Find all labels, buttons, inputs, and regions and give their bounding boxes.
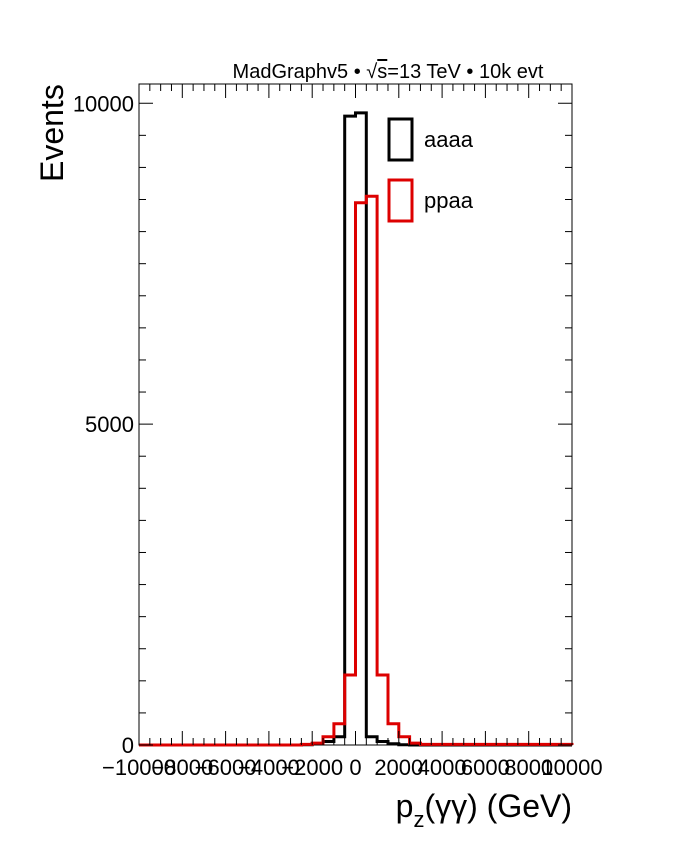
x-tick-label: 0 — [349, 755, 361, 780]
series-ppaa-histogram — [139, 194, 574, 747]
x-tick-label: −2000 — [281, 755, 343, 780]
x-tick-label: 6000 — [461, 755, 510, 780]
legend: aaaa ppaa — [387, 117, 474, 223]
x-tick-label: −8000 — [151, 755, 213, 780]
x-tick-label: −4000 — [238, 755, 300, 780]
x-tick-label: −6000 — [195, 755, 257, 780]
x-tick-label: 4000 — [418, 755, 467, 780]
legend-swatch-ppaa — [387, 178, 414, 223]
x-axis-label: pz(γγ) (GeV) — [396, 788, 572, 832]
legend-label-aaaa: aaaa — [424, 127, 474, 152]
legend-label-ppaa: ppaa — [424, 188, 474, 213]
axis-labels-layer: MadGraphv5 • √s=13 TeV • 10k evt Events … — [34, 61, 572, 832]
x-tick-label: 10000 — [541, 755, 602, 780]
chart-title: MadGraphv5 • √s=13 TeV • 10k evt — [233, 61, 544, 83]
y-axis-label: Events — [34, 84, 70, 182]
histogram-layer — [139, 111, 574, 747]
y-tick-label: 0 — [122, 733, 134, 758]
x-tick-label: 2000 — [374, 755, 423, 780]
x-tick-label: −10000 — [102, 755, 176, 780]
x-tick-label: 8000 — [504, 755, 553, 780]
legend-swatch-aaaa — [387, 117, 414, 162]
y-tick-label: 10000 — [73, 91, 134, 116]
y-tick-label: 5000 — [85, 412, 134, 437]
axis-ticks-layer: −10000−8000−6000−4000−2000 0 2000400060008… — [73, 84, 603, 780]
